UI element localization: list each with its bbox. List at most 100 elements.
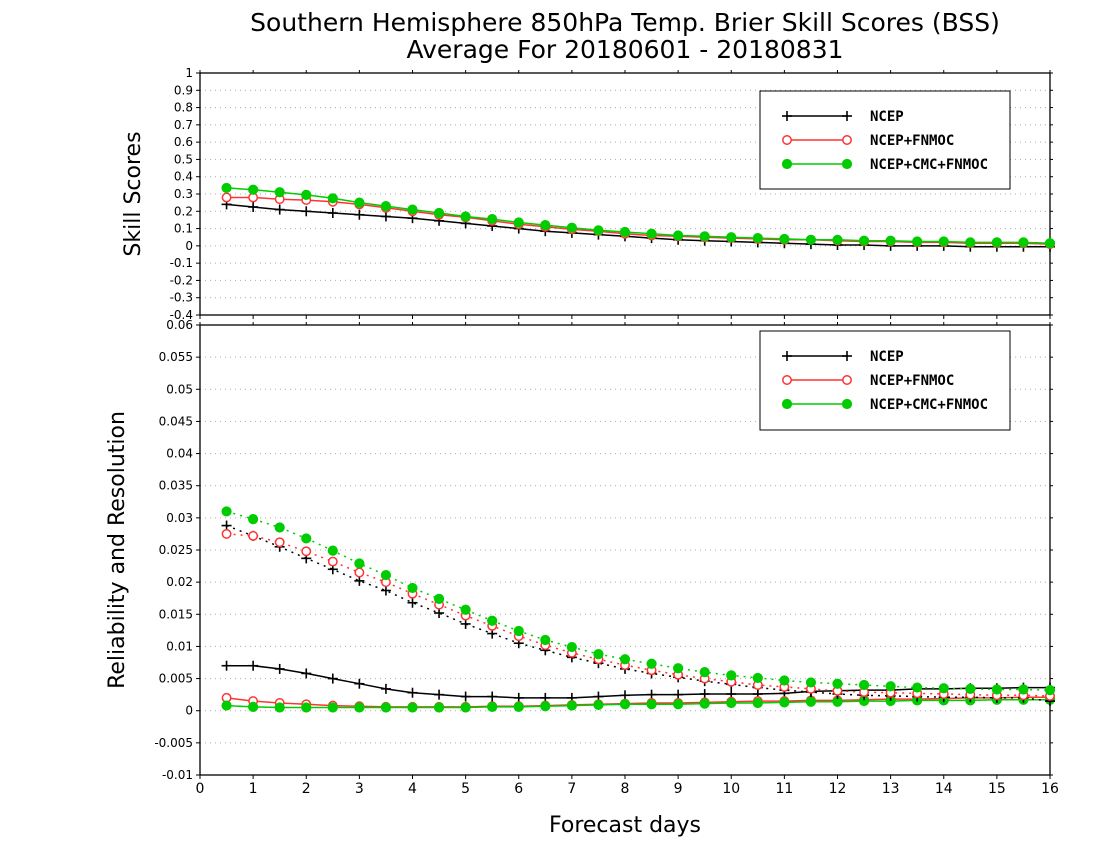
x-tick-label: 12 xyxy=(829,781,847,797)
y-tick-label: 0 xyxy=(185,704,193,718)
series-ncep-cmc-fnmoc xyxy=(221,694,1056,713)
series-ncep-fnmoc-dotted xyxy=(221,528,1055,701)
legend-label: NCEP+FNMOC xyxy=(870,133,954,149)
legend-item: NCEP xyxy=(782,109,904,125)
legend-item: NCEP+FNMOC xyxy=(782,373,954,389)
series-line xyxy=(226,696,1050,708)
data-point xyxy=(221,528,232,539)
y-tick-label: -0.4 xyxy=(170,308,193,322)
x-tick-label: 8 xyxy=(621,781,630,797)
legend-item: NCEP+CMC+FNMOC xyxy=(781,157,988,173)
x-tick-label: 3 xyxy=(355,781,364,797)
chart-title-line2: Average For 20180601 - 20180831 xyxy=(406,35,843,64)
data-point xyxy=(513,625,524,637)
legend-marker xyxy=(841,398,853,410)
data-point xyxy=(566,222,577,233)
series-ncep-fnmoc xyxy=(221,692,1055,712)
data-point xyxy=(540,220,551,231)
x-tick-label: 16 xyxy=(1041,781,1059,797)
data-point xyxy=(274,663,285,674)
data-point xyxy=(221,660,232,671)
data-point xyxy=(646,689,657,700)
data-point xyxy=(248,514,259,525)
data-point xyxy=(938,683,949,694)
x-tick-label: 14 xyxy=(935,781,953,797)
x-tick-label: 11 xyxy=(775,781,793,797)
x-axis xyxy=(199,70,1051,319)
data-point xyxy=(301,546,312,557)
series-line xyxy=(226,664,1050,699)
data-point xyxy=(673,663,684,674)
data-point xyxy=(407,702,418,713)
data-point xyxy=(380,211,391,222)
data-point xyxy=(1018,684,1029,695)
data-point xyxy=(301,533,312,544)
data-point xyxy=(248,530,259,541)
data-point xyxy=(460,618,471,629)
data-point xyxy=(327,556,338,567)
legend-label: NCEP+FNMOC xyxy=(870,373,954,389)
data-point xyxy=(460,211,471,222)
y-tick-label: 0.8 xyxy=(174,101,193,115)
y-tick-label: 0.9 xyxy=(174,83,193,97)
data-point xyxy=(513,692,524,703)
y-tick-label: 0.5 xyxy=(174,152,193,166)
data-point xyxy=(779,675,790,686)
legend-marker xyxy=(842,351,852,361)
data-point xyxy=(513,217,524,228)
data-point xyxy=(619,699,631,710)
legend-marker xyxy=(782,135,792,145)
legend-marker xyxy=(842,135,852,145)
data-point xyxy=(540,701,551,712)
y-tick-label: 0.05 xyxy=(166,382,193,396)
legend: NCEP NCEP+FNMOC NCEP+CMC+FNMOC xyxy=(759,330,1011,431)
data-point xyxy=(938,236,949,247)
data-point xyxy=(221,182,232,194)
skill-score-panel: -0.4 -0.3 -0.2 -0.1 0 0.1 0.2 0.3 0.4 0.5 0.6 0.7 0.… xyxy=(121,66,1056,322)
y-tick-label: 0.035 xyxy=(159,479,193,493)
legend-label: NCEP xyxy=(870,109,904,125)
data-point xyxy=(726,697,737,709)
data-point xyxy=(513,701,524,712)
data-point xyxy=(327,545,338,556)
data-point xyxy=(221,192,232,203)
x-axis-label: Forecast days xyxy=(549,813,701,838)
x-tick-label: 2 xyxy=(302,781,311,797)
data-point xyxy=(673,699,684,710)
data-point xyxy=(407,687,418,698)
data-point xyxy=(434,608,445,618)
legend-marker xyxy=(841,158,853,170)
chart-title-line1: Southern Hemisphere 850hPa Temp. Brier S… xyxy=(250,8,1000,37)
x-tick-label: 6 xyxy=(514,781,523,797)
y-tick-label: -0.3 xyxy=(170,291,193,305)
data-point xyxy=(779,233,790,245)
data-point xyxy=(673,689,684,700)
data-point xyxy=(248,201,259,212)
data-point xyxy=(646,658,657,669)
y-tick-label: -0.01 xyxy=(162,768,193,782)
data-point xyxy=(354,558,365,569)
data-point xyxy=(380,201,392,212)
series-ncep xyxy=(221,199,1055,252)
x-tick-label: 5 xyxy=(461,781,470,797)
data-point xyxy=(752,672,763,684)
y-tick-label: 0.6 xyxy=(174,135,193,149)
data-point xyxy=(434,689,445,700)
grid xyxy=(200,356,1050,744)
data-point xyxy=(274,702,285,713)
x-tick-label: 7 xyxy=(567,781,576,797)
legend-marker xyxy=(782,111,792,121)
data-point xyxy=(805,696,817,707)
reliability-resolution-panel: -0.01 -0.005 0 0.005 0.01 0.015 0.02 0.025 0.03 0… xyxy=(105,318,1059,797)
y-axis: -0.4 -0.3 -0.2 -0.1 0 0.1 0.2 0.3 0.4 0.5 0.6 0.7 0.… xyxy=(170,66,1053,322)
y-tick-label: 0.7 xyxy=(174,118,193,132)
data-point xyxy=(1044,238,1056,249)
data-point xyxy=(991,237,1002,248)
y-tick-label: 0.02 xyxy=(166,575,193,589)
y-tick-label: 0.1 xyxy=(174,222,193,236)
data-point xyxy=(407,597,418,608)
y-axis: -0.01 -0.005 0 0.005 0.01 0.015 0.02 0.025 0.03 0… xyxy=(154,318,1053,782)
data-point xyxy=(221,506,232,517)
data-point xyxy=(327,673,338,684)
